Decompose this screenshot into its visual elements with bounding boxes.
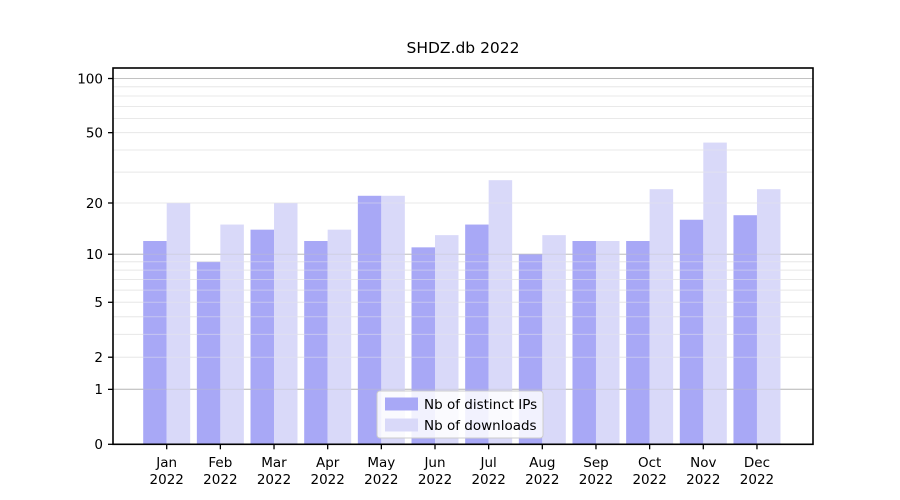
x-tick-label-year: 2022: [150, 472, 184, 488]
x-tick-label-year: 2022: [686, 472, 720, 488]
axes: [108, 67, 814, 450]
bar-oct-s1: [649, 189, 674, 445]
bar-aug-s1: [542, 235, 566, 445]
x-tick-label-month: Apr: [316, 455, 340, 471]
legend-swatch-s1: [385, 418, 418, 432]
bar-jan-s0: [143, 241, 167, 445]
x-tick-label-year: 2022: [203, 472, 237, 488]
x-tick-label-month: Mar: [261, 455, 287, 471]
bar-may-s0: [357, 195, 382, 445]
axis-labels: 0125102050100Jan2022Feb2022Mar2022Apr202…: [77, 71, 774, 488]
chart-title: SHDZ.db 2022: [406, 39, 519, 57]
x-tick-label-month: Aug: [529, 455, 555, 471]
x-tick-label-month: Feb: [208, 455, 232, 471]
y-tick-label: 5: [94, 295, 103, 311]
x-tick-label-year: 2022: [257, 472, 291, 488]
x-tick-label-year: 2022: [364, 472, 398, 488]
bar-apr-s1: [327, 229, 352, 445]
x-tick-label-month: Dec: [744, 455, 770, 471]
legend-swatch-s0: [385, 397, 418, 411]
bar-oct-s0: [626, 241, 650, 445]
x-tick-label-year: 2022: [740, 472, 774, 488]
x-tick-label-month: Jan: [155, 455, 177, 471]
bar-nov-s1: [703, 142, 727, 445]
y-tick-label: 100: [77, 71, 103, 87]
x-tick-label-year: 2022: [632, 472, 666, 488]
x-tick-label-month: Sep: [583, 455, 608, 471]
bar-feb-s0: [196, 261, 221, 445]
bar-jan-s1: [166, 202, 191, 445]
x-tick-label-year: 2022: [471, 472, 505, 488]
legend-label-s0: Nb of distinct IPs: [424, 397, 537, 413]
bar-nov-s0: [679, 219, 704, 445]
y-tick-label: 10: [86, 247, 103, 263]
legend-box: [376, 390, 544, 439]
bar-jul-s0: [465, 224, 489, 445]
bar-mar-s0: [250, 229, 275, 445]
x-tick-label-year: 2022: [311, 472, 345, 488]
x-tick-label-month: Jun: [423, 455, 445, 471]
y-tick-label: 50: [86, 125, 103, 141]
y-tick-label: 1: [94, 382, 103, 398]
x-tick-label-year: 2022: [525, 472, 559, 488]
x-tick-label-year: 2022: [418, 472, 452, 488]
bar-apr-s0: [304, 241, 328, 445]
bar-feb-s1: [220, 224, 244, 445]
y-tick-label: 2: [94, 350, 103, 366]
bar-sep-s0: [572, 241, 596, 445]
bar-mar-s1: [274, 202, 298, 445]
legend: Nb of distinct IPs Nb of downloads: [376, 390, 544, 439]
bar-sep-s1: [595, 241, 620, 445]
x-tick-label-month: Nov: [690, 455, 716, 471]
plot-frame: [112, 67, 814, 446]
x-tick-label-month: May: [367, 455, 395, 471]
y-tick-label: 0: [94, 437, 103, 453]
bar-dec-s1: [756, 189, 781, 445]
x-tick-label-month: Jul: [480, 455, 497, 471]
gridlines-overlay: [113, 77, 813, 390]
bar-jul-s1: [488, 180, 513, 445]
bar-may-s1: [381, 195, 405, 445]
x-tick-label-year: 2022: [579, 472, 613, 488]
y-tick-label: 20: [86, 196, 103, 212]
legend-label-s1: Nb of downloads: [424, 418, 537, 434]
x-tick-label-month: Oct: [638, 455, 661, 471]
bar-dec-s0: [733, 215, 757, 445]
